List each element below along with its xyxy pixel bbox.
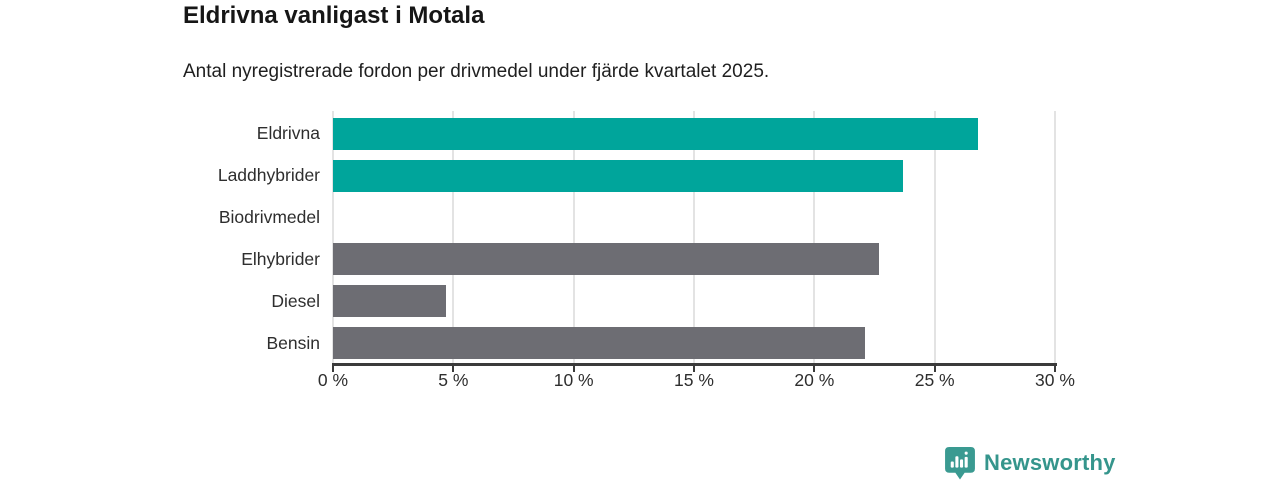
y-axis-labels: Eldrivna Laddhybrider Biodrivmedel Elhybrid… [0,113,320,364]
newsworthy-logo: Newsworthy [944,446,1116,480]
chart-title: Eldrivna vanligast i Motala [183,2,485,29]
gridline-25 [933,111,936,363]
bar-diesel [333,285,447,318]
bar-laddhybrider [333,159,904,192]
category-label-biodrivmedel: Biodrivmedel [218,207,320,228]
category-label-laddhybrider: Laddhybrider [217,165,320,186]
x-tick-label-0: 0 % [317,370,349,390]
chart-subtitle: Antal nyregistrerade fordon per drivmede… [183,61,770,82]
gridline-20 [813,111,816,363]
x-axis-tick-labels: 0 % 5 % 10 % 15 % 20 % 25 % 30 % [318,370,1075,394]
x-tick-label-20: 20 % [794,370,835,390]
x-tick-label-25: 25 % [914,370,955,390]
x-tick-15 [693,363,695,372]
category-label-bensin: Bensin [266,332,320,353]
category-label-elhybrider: Elhybrider [241,248,320,269]
x-tick-label-10: 10 % [553,370,594,390]
plot-area [332,111,1057,372]
gridline-5 [452,111,455,363]
x-tick-20 [813,363,816,372]
x-tick-label-15: 15 % [674,370,714,390]
gridline-15 [693,111,695,363]
gridline-0 [332,111,334,363]
bar-elhybrider [333,243,880,276]
category-label-diesel: Diesel [271,290,320,311]
gridline-10 [572,111,575,363]
x-tick-label-5: 5 % [438,370,469,390]
x-tick-5 [452,363,455,372]
newsworthy-logo-icon [945,447,975,480]
newsworthy-logo-text: Newsworthy [984,450,1116,475]
x-tick-0 [332,363,334,372]
gridline-30 [1054,111,1056,363]
x-tick-25 [933,363,936,372]
bar-eldrivna [333,117,978,150]
category-label-eldrivna: Eldrivna [256,123,320,144]
x-tick-label-30: 30 % [1035,370,1075,390]
bar-bensin [333,327,865,360]
x-tick-10 [572,363,575,372]
x-tick-30 [1054,363,1056,372]
